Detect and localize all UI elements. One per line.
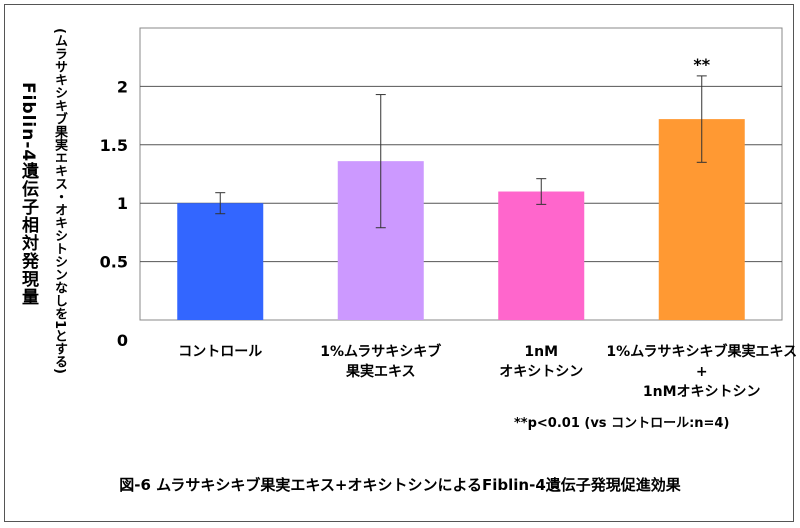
y-axis-label: Fiblin-4遺伝子相対発現量 <box>18 82 38 307</box>
y-tick-label: 0.5 <box>100 253 128 272</box>
bar <box>498 191 585 320</box>
bar <box>177 203 264 320</box>
x-tick-label: 1%ムラサキシキブ果実エキス+ 1nMオキシトシン <box>606 343 797 400</box>
y-tick-label: 0 <box>117 331 128 350</box>
x-tick-label: コントロール <box>178 344 262 360</box>
x-tick-label: 1%ムラサキシキブ果実エキス <box>320 343 441 380</box>
y-tick-label: 2 <box>117 77 128 96</box>
y-axis-sublabel: (ムラサキシキブ果実エキス・オキシトシンなしを1とする) <box>52 28 67 374</box>
x-tick-label: 1nM オキシトシン <box>499 344 583 380</box>
figure-frame <box>4 4 794 522</box>
y-tick-label: 1 <box>117 194 128 213</box>
significance-note: **p<0.01 (vs コントロール:n=4) <box>514 416 730 431</box>
significance-marker: ** <box>693 55 710 74</box>
figure-caption: 図-6 ムラサキシキブ果実エキス+オキシトシンによるFiblin-4遺伝子発現促… <box>119 476 681 494</box>
y-tick-label: 1.5 <box>100 136 128 155</box>
